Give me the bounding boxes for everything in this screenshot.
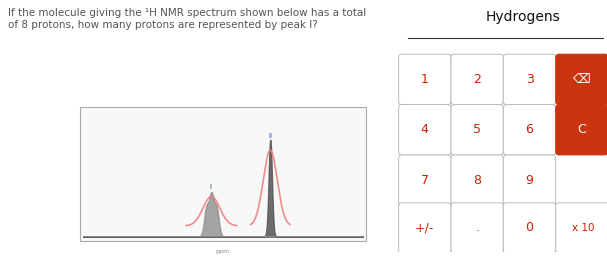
Text: ppm: ppm [215,249,229,254]
Text: II: II [268,133,273,139]
Text: 3: 3 [526,73,534,86]
FancyBboxPatch shape [555,105,607,155]
FancyBboxPatch shape [451,54,503,105]
FancyBboxPatch shape [451,155,503,205]
FancyBboxPatch shape [503,105,555,155]
Text: 0: 0 [526,221,534,234]
Text: 2: 2 [473,73,481,86]
Text: I: I [209,184,211,190]
FancyBboxPatch shape [399,155,451,205]
FancyBboxPatch shape [555,54,607,105]
Text: 7: 7 [421,174,429,187]
Text: 8: 8 [473,174,481,187]
FancyBboxPatch shape [451,203,503,253]
Text: C: C [577,123,586,136]
FancyBboxPatch shape [555,203,607,253]
FancyBboxPatch shape [451,105,503,155]
FancyBboxPatch shape [399,54,451,105]
Bar [80,107,366,241]
Text: 6: 6 [526,123,534,136]
Text: 1: 1 [421,73,429,86]
Text: ⌫: ⌫ [573,73,591,86]
Text: 9: 9 [526,174,534,187]
Text: 4: 4 [421,123,429,136]
FancyBboxPatch shape [503,155,555,205]
Text: x 10: x 10 [572,223,594,233]
FancyBboxPatch shape [503,203,555,253]
Text: Hydrogens: Hydrogens [486,10,561,24]
Text: If the molecule giving the ¹H NMR spectrum shown below has a total
of 8 protons,: If the molecule giving the ¹H NMR spectr… [8,8,366,30]
FancyBboxPatch shape [399,105,451,155]
Text: +/-: +/- [415,221,435,234]
FancyBboxPatch shape [399,203,451,253]
Text: .: . [475,221,479,234]
FancyBboxPatch shape [503,54,555,105]
Text: 5: 5 [473,123,481,136]
Text: 3:03 PM: 3:03 PM [564,258,589,262]
